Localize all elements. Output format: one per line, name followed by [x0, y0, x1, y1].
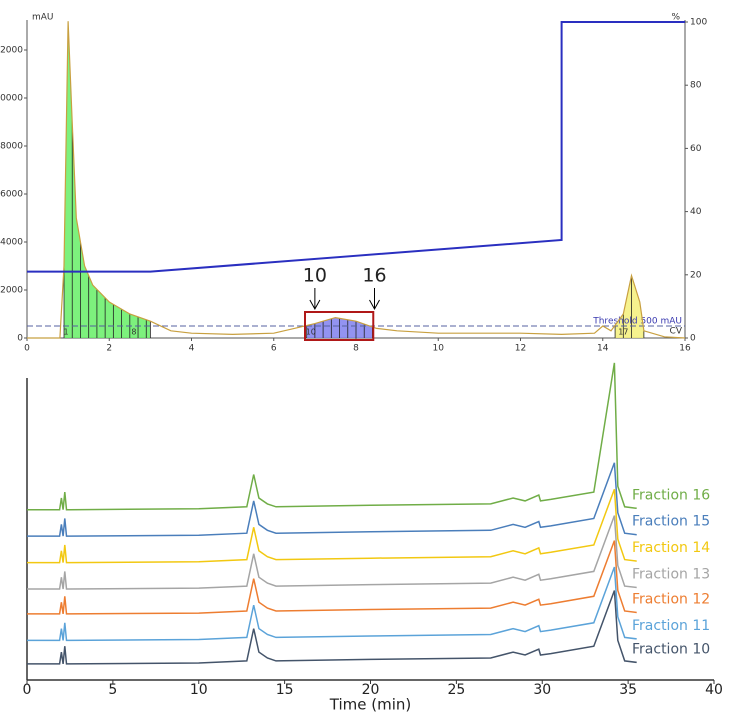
fraction-trace	[27, 462, 637, 537]
x-tick-label: 12	[515, 344, 526, 354]
uv-trace	[27, 21, 686, 339]
x-axis-label: Time (min)	[329, 696, 411, 714]
y-tick-label: 6000	[0, 190, 23, 200]
annotation-arrowhead	[369, 299, 380, 311]
y2-tick-label: 60	[690, 144, 702, 154]
fraction-label: 8	[131, 328, 136, 337]
fraction-trace	[27, 488, 637, 564]
x-tick-label: 4	[189, 344, 195, 354]
x-tick-label: 40	[705, 682, 723, 698]
gradient-line	[27, 21, 685, 273]
y2-axis-label: %	[671, 13, 680, 23]
legend-label: Fraction 14	[632, 540, 710, 556]
fraction-fill	[306, 21, 373, 338]
legend-label: Fraction 15	[632, 514, 710, 530]
annotation-label: 16	[362, 265, 386, 287]
y-tick-label: 10000	[0, 94, 23, 104]
x-tick-label: 15	[276, 682, 294, 698]
x-tick-label: 6	[271, 344, 277, 354]
x-tick-label: 0	[24, 344, 30, 354]
legend-label: Fraction 12	[632, 591, 710, 607]
fraction-trace	[27, 515, 637, 590]
y2-tick-label: 100	[690, 18, 707, 28]
legend-label: Fraction 16	[632, 487, 710, 503]
x-tick-label: 10	[190, 682, 208, 698]
y2-tick-label: 80	[690, 81, 702, 91]
x-tick-label: 14	[597, 344, 609, 354]
fraction-label: 17	[618, 328, 628, 337]
y-tick-label: 8000	[0, 142, 23, 152]
x-tick-label: 10	[433, 344, 445, 354]
x-tick-label: 35	[619, 682, 637, 698]
y-tick-label: 12000	[0, 46, 23, 56]
x-tick-label: 30	[533, 682, 551, 698]
x-tick-label: 8	[353, 344, 359, 354]
threshold-label: Threshold 500 mAU	[592, 317, 682, 327]
selection-box	[304, 311, 375, 341]
x-tick-label: 20	[362, 682, 380, 698]
fraction-trace	[27, 566, 637, 642]
x-tick-label: 0	[23, 682, 32, 698]
x-tick-label: 25	[447, 682, 465, 698]
legend-label: Fraction 10	[632, 641, 710, 657]
fraction-label: 1	[64, 328, 69, 337]
annotation-arrowhead	[309, 299, 321, 311]
fraction-trace	[27, 590, 637, 665]
x-axis-label: CV	[670, 327, 683, 337]
y2-tick-label: 0	[690, 334, 696, 344]
fraction-trace	[27, 362, 637, 511]
fraction-label: 10	[306, 328, 316, 337]
legend-label: Fraction 13	[632, 567, 710, 583]
y-tick-label: 4000	[0, 238, 23, 248]
fraction-trace	[27, 540, 637, 615]
y-tick-label: 2000	[0, 286, 23, 296]
legend-label: Fraction 11	[632, 618, 710, 634]
y-tick-label: 0	[17, 334, 23, 344]
x-tick-label: 16	[679, 344, 691, 354]
fraction-fill	[64, 21, 151, 338]
y2-tick-label: 20	[690, 270, 702, 280]
fraction-region	[63, 21, 151, 338]
y-axis-label: mAU	[32, 13, 54, 23]
x-tick-label: 2	[106, 344, 112, 354]
fraction-region	[306, 21, 373, 338]
x-tick-label: 5	[108, 682, 117, 698]
annotation-label: 10	[303, 265, 327, 287]
y2-tick-label: 40	[690, 207, 702, 217]
